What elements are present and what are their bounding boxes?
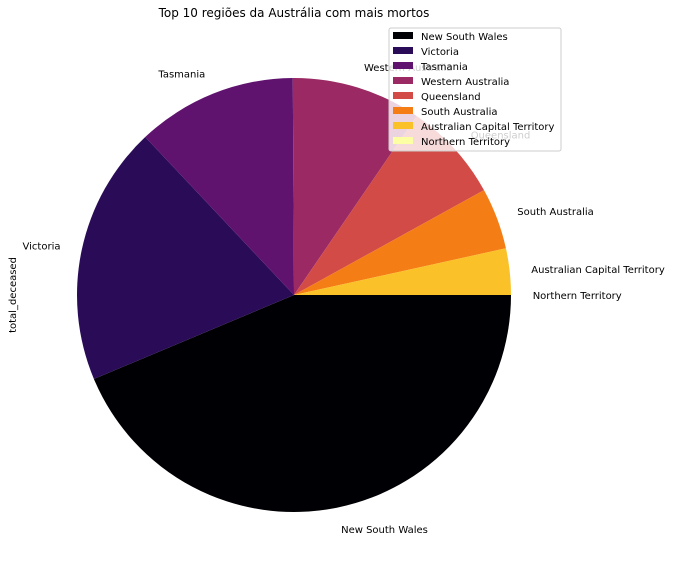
legend-label-tasmania: Tasmania — [420, 62, 468, 73]
legend-swatch-queensland — [393, 92, 413, 99]
pie-slice-victoria — [77, 137, 294, 379]
legend-label-australian-capital-territory: Australian Capital Territory — [421, 122, 555, 133]
legend-label-new-south-wales: New South Wales — [421, 32, 508, 43]
y-axis-label: total_deceased — [8, 257, 19, 333]
slice-label-northern-territory: Northern Territory — [533, 291, 622, 302]
legend-label-south-australia: South Australia — [421, 107, 497, 118]
chart-title: Top 10 regiões da Austrália com mais mor… — [158, 6, 430, 20]
legend-swatch-australian-capital-territory — [393, 122, 413, 129]
legend-swatch-northern-territory — [393, 137, 413, 144]
legend-swatch-tasmania — [393, 62, 413, 69]
pie-slice-queensland — [294, 115, 484, 296]
pie-slice-western-australia — [292, 77, 417, 295]
legend: New South Wales Victoria Tasmania Western A… — [388, 27, 562, 152]
pie-slice-south-australia — [294, 190, 506, 295]
legend-label-western-australia: Western Australia — [421, 77, 509, 88]
slice-label-victoria: Victoria — [23, 242, 61, 253]
pie-slice-australian-capital-territory — [294, 248, 511, 295]
pie-slices — [77, 77, 512, 513]
pie-slice-new-south-wales — [93, 295, 512, 513]
legend-label-victoria: Victoria — [421, 47, 459, 58]
slice-label-new-south-wales: New South Wales — [341, 525, 428, 536]
slice-label-tasmania: Tasmania — [157, 69, 205, 80]
legend-label-northern-territory: Northern Territory — [421, 137, 510, 148]
legend-swatch-western-australia — [393, 77, 413, 84]
pie-slice-tasmania — [145, 78, 294, 295]
legend-swatch-south-australia — [393, 107, 413, 114]
legend-swatch-new-south-wales — [393, 32, 413, 39]
legend-items: New South Wales Victoria Tasmania Western A… — [393, 32, 555, 148]
slice-label-australian-capital-territory: Australian Capital Territory — [531, 265, 665, 276]
legend-swatch-victoria — [393, 47, 413, 54]
legend-frame — [388, 27, 562, 152]
legend-label-queensland: Queensland — [421, 92, 481, 103]
slice-label-south-australia: South Australia — [517, 207, 593, 218]
